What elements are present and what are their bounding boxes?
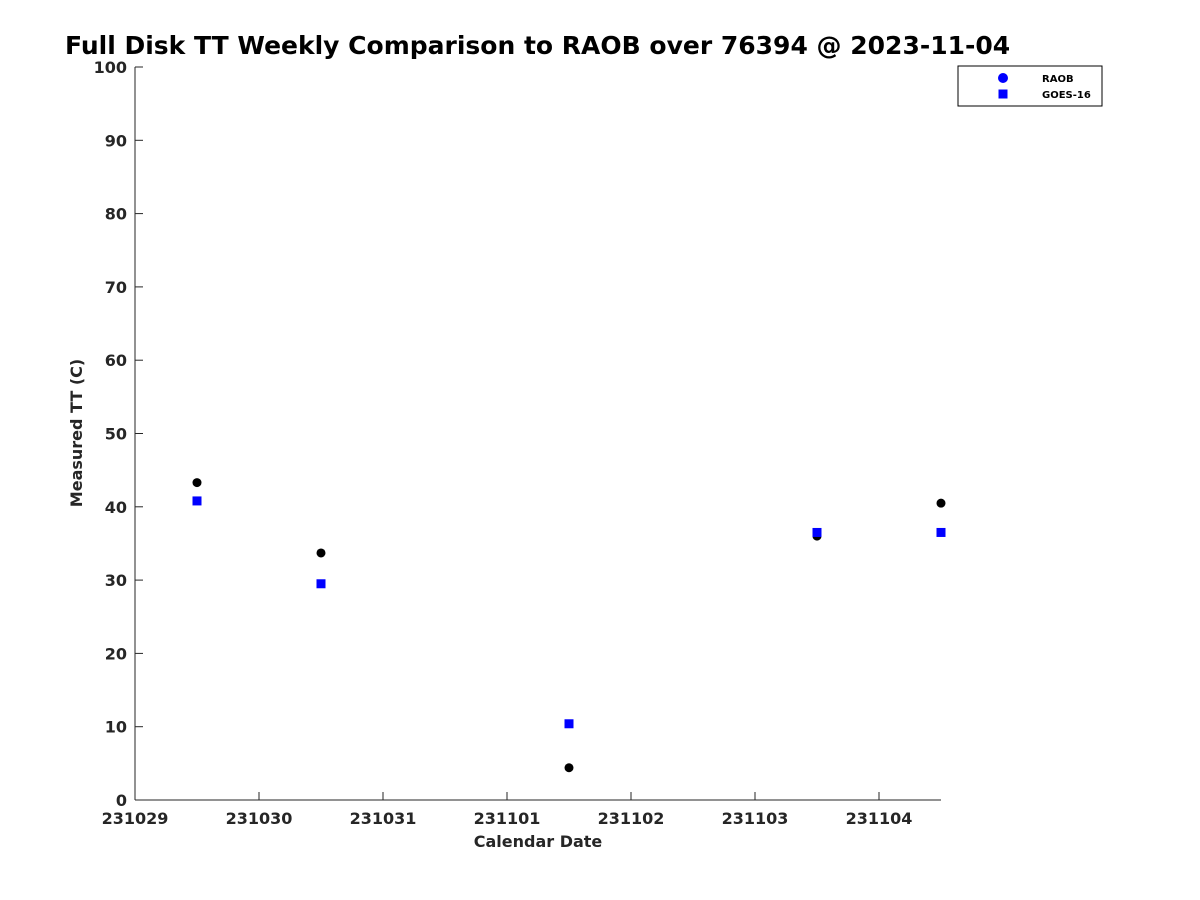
x-tick-label: 231102 bbox=[598, 809, 665, 828]
x-tick-label: 231029 bbox=[102, 809, 169, 828]
y-tick-label: 0 bbox=[116, 791, 127, 810]
y-tick-label: 60 bbox=[105, 351, 127, 370]
x-axis-ticks: 231029 231030 231031 231101 231102 231103 2311… bbox=[102, 792, 913, 828]
legend-box bbox=[957, 65, 1103, 107]
y-tick-label: 70 bbox=[105, 278, 127, 297]
chart-title: Full Disk TT Weekly Comparison to RAOB o… bbox=[65, 31, 1010, 60]
point-goes16 bbox=[936, 527, 946, 537]
point-raob bbox=[192, 478, 202, 488]
point-goes16 bbox=[812, 527, 822, 537]
point-raob bbox=[564, 763, 574, 773]
data-points bbox=[192, 478, 946, 773]
x-tick-label: 231103 bbox=[722, 809, 789, 828]
axes bbox=[134, 67, 941, 801]
legend-label-goes16: GOES-16 bbox=[1042, 90, 1091, 101]
point-raob bbox=[936, 498, 946, 508]
point-goes16 bbox=[192, 496, 202, 506]
x-tick-label: 231104 bbox=[846, 809, 913, 828]
y-tick-label: 20 bbox=[105, 644, 127, 663]
x-axis-label: Calendar Date bbox=[474, 832, 603, 851]
x-tick-label: 231030 bbox=[226, 809, 293, 828]
point-goes16 bbox=[564, 719, 574, 729]
y-tick-label: 100 bbox=[94, 58, 127, 77]
y-tick-label: 40 bbox=[105, 498, 127, 517]
y-tick-label: 90 bbox=[105, 131, 127, 150]
y-tick-label: 80 bbox=[105, 205, 127, 224]
legend: RAOB GOES-16 bbox=[957, 65, 1103, 107]
y-tick-label: 50 bbox=[105, 425, 127, 444]
x-tick-label: 231101 bbox=[474, 809, 541, 828]
y-axis-label: Measured TT (C) bbox=[67, 359, 86, 507]
point-raob bbox=[316, 548, 326, 558]
x-tick-label: 231031 bbox=[350, 809, 417, 828]
y-tick-label: 10 bbox=[105, 718, 127, 737]
legend-label-raob: RAOB bbox=[1042, 74, 1074, 85]
point-goes16 bbox=[316, 579, 326, 589]
y-tick-label: 30 bbox=[105, 571, 127, 590]
legend-marker-raob bbox=[998, 73, 1008, 83]
legend-marker-goes16 bbox=[998, 89, 1008, 99]
y-axis-ticks: 0 10 20 30 40 50 60 70 80 90 100 bbox=[94, 58, 143, 810]
